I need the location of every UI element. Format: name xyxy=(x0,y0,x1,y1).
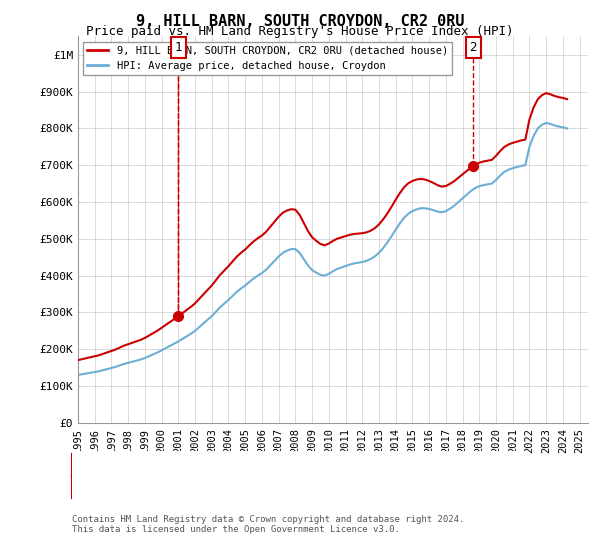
Text: 2: 2 xyxy=(470,41,477,54)
Text: £697,500: £697,500 xyxy=(204,482,258,492)
Text: Price paid vs. HM Land Registry's House Price Index (HPI): Price paid vs. HM Land Registry's House … xyxy=(86,25,514,38)
Text: 1: 1 xyxy=(80,458,88,472)
Text: Contains HM Land Registry data © Crown copyright and database right 2024.: Contains HM Land Registry data © Crown c… xyxy=(72,515,464,524)
Text: 9, HILL BARN, SOUTH CROYDON, CR2 0RU: 9, HILL BARN, SOUTH CROYDON, CR2 0RU xyxy=(136,14,464,29)
Text: 4% ↑ HPI: 4% ↑ HPI xyxy=(300,460,354,470)
Text: 9% ↓ HPI: 9% ↓ HPI xyxy=(300,482,354,492)
Legend: 9, HILL BARN, SOUTH CROYDON, CR2 0RU (detached house), HPI: Average price, detac: 9, HILL BARN, SOUTH CROYDON, CR2 0RU (de… xyxy=(83,41,452,75)
Text: This data is licensed under the Open Government Licence v3.0.: This data is licensed under the Open Gov… xyxy=(72,525,400,534)
Text: 05-JAN-2001: 05-JAN-2001 xyxy=(105,460,179,470)
Text: 1: 1 xyxy=(175,41,182,54)
Text: 23-AUG-2018: 23-AUG-2018 xyxy=(105,482,179,492)
Text: £290,000: £290,000 xyxy=(204,460,258,470)
Text: 2: 2 xyxy=(80,480,88,494)
